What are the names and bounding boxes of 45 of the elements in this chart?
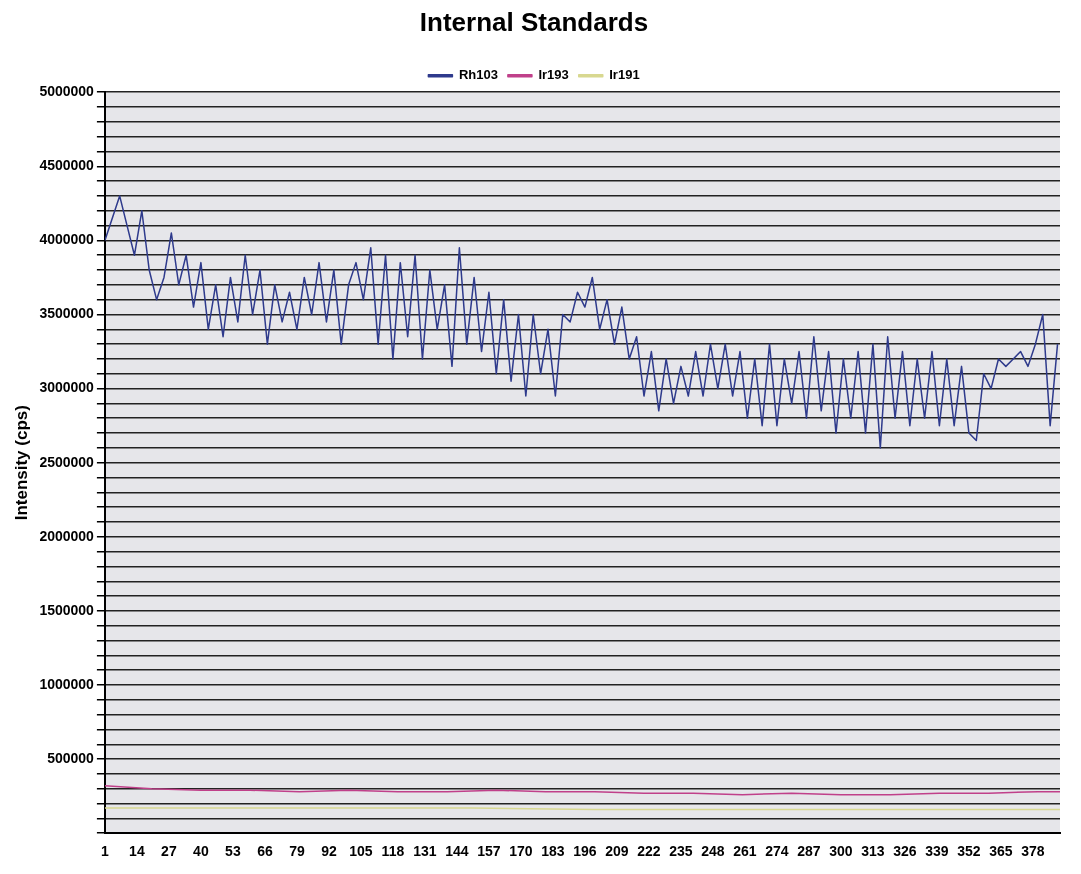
y-tick-label: 1500000 — [39, 601, 95, 618]
x-tick-label: 235 — [669, 843, 693, 860]
x-tick-label: 287 — [797, 843, 821, 860]
x-tick-label: 105 — [349, 843, 373, 860]
y-axis-title: Intensity (cps) — [11, 405, 31, 521]
y-tick-label: 1000000 — [39, 675, 95, 692]
x-tick-label: 118 — [381, 843, 405, 860]
x-tick-label: 170 — [509, 843, 533, 860]
x-tick-label: 339 — [925, 843, 949, 860]
x-tick-label: 378 — [1021, 843, 1045, 860]
x-tick-label: 274 — [765, 843, 789, 860]
x-tick-label: 209 — [605, 843, 629, 860]
legend-label: Ir191 — [609, 67, 640, 83]
x-tick-label: 27 — [161, 843, 177, 860]
x-tick-label: 40 — [193, 843, 209, 860]
legend-label: Ir193 — [538, 67, 569, 83]
x-tick-label: 53 — [225, 843, 241, 860]
x-tick-label: 92 — [321, 843, 337, 860]
x-tick-label: 1 — [101, 843, 109, 860]
x-tick-label: 183 — [541, 843, 565, 860]
x-tick-label: 196 — [573, 843, 597, 860]
y-tick-label: 5000000 — [39, 83, 95, 100]
x-tick-label: 157 — [477, 843, 501, 860]
y-tick-label: 4000000 — [39, 231, 95, 248]
x-tick-label: 248 — [701, 843, 725, 860]
y-tick-label: 3500000 — [39, 305, 95, 322]
x-tick-label: 313 — [861, 843, 885, 860]
x-tick-label: 14 — [129, 843, 145, 860]
x-tick-label: 365 — [989, 843, 1013, 860]
y-tick-label: 500000 — [47, 749, 95, 766]
x-tick-label: 66 — [257, 843, 273, 860]
y-tick-label: 4500000 — [39, 157, 95, 174]
x-tick-label: 222 — [637, 843, 661, 860]
y-tick-label: 2000000 — [39, 527, 95, 544]
y-tick-label: 3000000 — [39, 379, 95, 396]
x-tick-label: 144 — [445, 843, 469, 860]
x-tick-label: 79 — [289, 843, 305, 860]
chart-title: Internal Standards — [419, 6, 649, 37]
x-tick-label: 326 — [893, 843, 917, 860]
x-tick-label: 352 — [957, 843, 981, 860]
x-tick-label: 261 — [733, 843, 757, 860]
legend-label: Rh103 — [458, 67, 498, 83]
x-tick-label: 300 — [829, 843, 853, 860]
y-tick-label: 2500000 — [39, 453, 95, 470]
x-tick-label: 131 — [413, 843, 437, 860]
